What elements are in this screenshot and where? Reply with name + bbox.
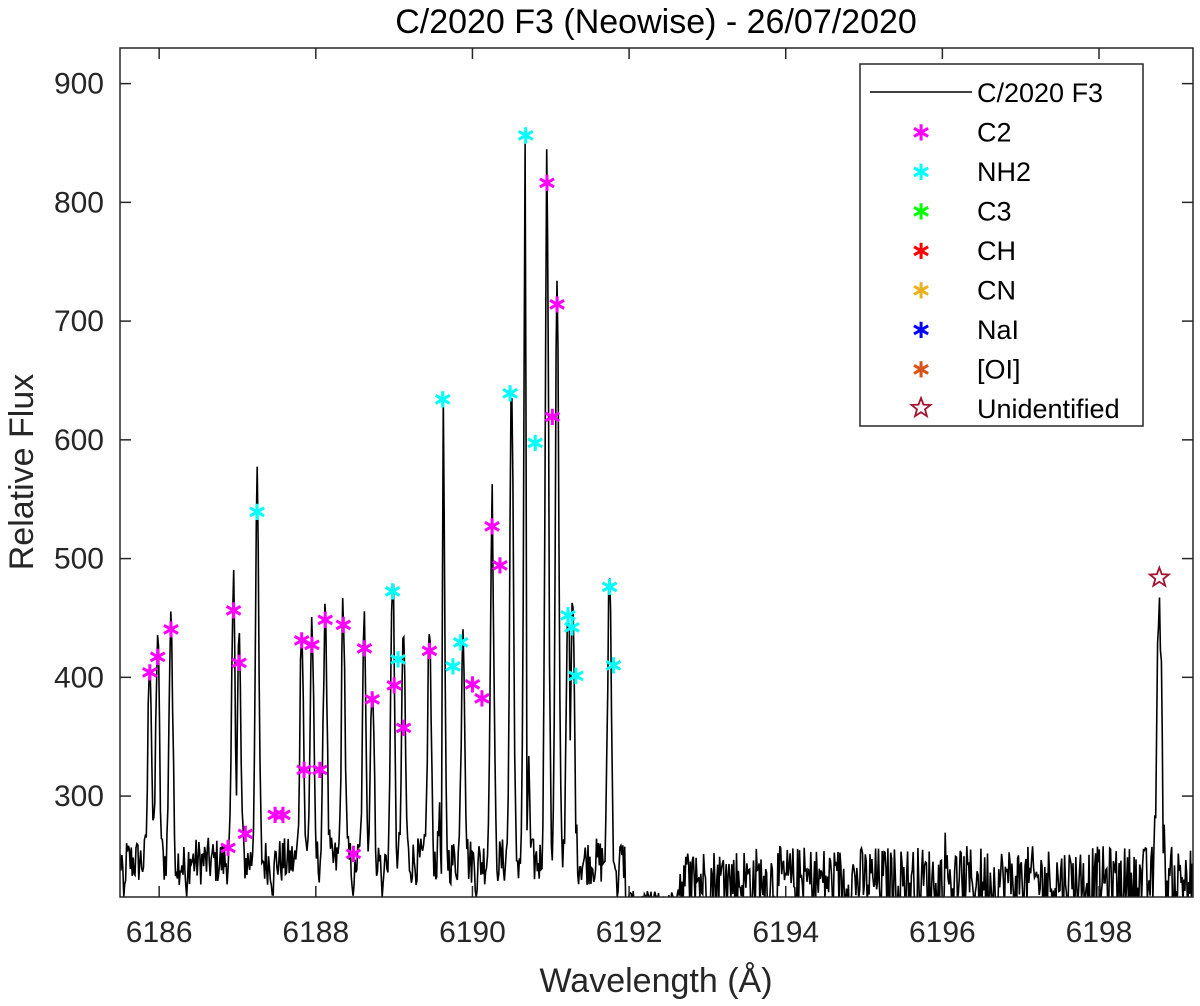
marker-nh2: ∗ xyxy=(432,384,454,414)
plot-frame xyxy=(119,47,1194,898)
marker-c2: ∗ xyxy=(471,684,493,714)
y-tick-label: 500 xyxy=(54,543,104,576)
marker-c2: ∗ xyxy=(309,755,331,785)
marker-nh2: ∗ xyxy=(387,644,409,674)
marker-c2: ∗ xyxy=(342,839,364,869)
legend-swatch-cn: ∗ xyxy=(910,276,932,306)
marker-c2: ∗ xyxy=(536,168,558,198)
marker-c2: ∗ xyxy=(264,800,286,830)
marker-c2: ∗ xyxy=(383,670,405,700)
marker-c2: ∗ xyxy=(272,800,294,830)
y-tick-label: 400 xyxy=(54,661,104,694)
marker-nh2: ∗ xyxy=(603,650,625,680)
y-tick-label: 700 xyxy=(54,305,104,338)
legend-swatch-ch: ∗ xyxy=(910,236,932,266)
marker-c2: ∗ xyxy=(332,610,354,640)
marker-c2: ∗ xyxy=(361,685,383,715)
marker-c2: ∗ xyxy=(481,511,503,541)
legend-label-nh2: NH2 xyxy=(977,157,1031,187)
marker-c2: ∗ xyxy=(139,657,161,687)
marker-c2: ∗ xyxy=(217,833,239,863)
marker-nh2: ∗ xyxy=(442,651,464,681)
x-tick-label: 6192 xyxy=(596,916,663,949)
marker-c2: ∗ xyxy=(541,402,563,432)
marker-unidentified xyxy=(1147,565,1172,588)
legend-label-c-2020-f3: C/2020 F3 xyxy=(977,78,1103,108)
legend-swatch-nh2: ∗ xyxy=(910,157,932,187)
legend-label-oi: [OI] xyxy=(977,355,1021,385)
legend-swatch-c2: ∗ xyxy=(910,118,932,148)
marker-c2: ∗ xyxy=(293,755,315,785)
x-tick-label: 6188 xyxy=(282,916,349,949)
series-line-c2020-f3 xyxy=(120,143,1193,897)
marker-nh2: ∗ xyxy=(557,600,579,630)
y-tick-label: 900 xyxy=(54,68,104,101)
marker-c2: ∗ xyxy=(234,819,256,849)
marker-nh2: ∗ xyxy=(246,497,268,527)
legend-label-ch: CH xyxy=(977,236,1016,266)
legend-label-c3: C3 xyxy=(977,197,1012,227)
legend: C/2020 F3 ∗ C2 ∗ NH2 ∗ C3 ∗ CH ∗ CN ∗ NaI ∗ [OI] Uniden… xyxy=(859,63,1144,427)
marker-nh2: ∗ xyxy=(599,572,621,602)
chart-title: C/2020 F3 (Neowise) - 26/07/2020 xyxy=(395,3,917,41)
marker-c2: ∗ xyxy=(462,669,484,699)
legend-label-c2: C2 xyxy=(977,118,1012,148)
legend-swatch-oi: ∗ xyxy=(910,355,932,385)
legend-box xyxy=(859,63,1144,427)
marker-c2: ∗ xyxy=(160,615,182,645)
marker-c2: ∗ xyxy=(228,648,250,678)
marker-nh2: ∗ xyxy=(499,378,521,408)
plot-area: ∗∗∗∗∗∗∗∗∗∗∗∗∗∗∗∗∗∗ ∗∗∗∗∗∗∗∗∗∗∗∗∗∗∗∗∗∗∗∗∗∗… xyxy=(120,121,1193,897)
y-tick-label: 300 xyxy=(54,780,104,813)
marker-c2: ∗ xyxy=(489,551,511,581)
marker-c2: ∗ xyxy=(353,634,375,664)
marker-c2: ∗ xyxy=(393,713,415,743)
marker-c2: ∗ xyxy=(147,642,169,672)
x-tick-label: 6194 xyxy=(752,916,819,949)
marker-nh2: ∗ xyxy=(561,612,583,642)
x-tick-label: 6186 xyxy=(126,916,193,949)
marker-c2: ∗ xyxy=(291,625,313,655)
legend-label-cn: CN xyxy=(977,276,1016,306)
marker-nh2: ∗ xyxy=(515,121,537,151)
legend-swatch-unidentified xyxy=(909,395,933,419)
legend-label-unidentified: Unidentified xyxy=(977,394,1120,424)
y-tick-label: 800 xyxy=(54,186,104,219)
x-tick-label: 6196 xyxy=(909,916,976,949)
marker-c2: ∗ xyxy=(223,596,245,626)
marker-c2: ∗ xyxy=(418,636,440,666)
marker-c2: ∗ xyxy=(546,289,568,319)
marker-nh2: ∗ xyxy=(382,577,404,607)
marker-c2: ∗ xyxy=(301,630,323,660)
x-tick-label: 6190 xyxy=(439,916,506,949)
legend-label-nai: NaI xyxy=(977,315,1019,345)
marker-c2: ∗ xyxy=(314,605,336,635)
y-axis-title: Relative Flux xyxy=(3,374,41,571)
marker-nh2: ∗ xyxy=(450,628,472,658)
legend-swatch-c3: ∗ xyxy=(910,197,932,227)
x-tick-label: 6198 xyxy=(1066,916,1133,949)
marker-nh2: ∗ xyxy=(524,428,546,458)
marker-nh2: ∗ xyxy=(565,661,587,691)
x-axis-title: Wavelength (Å) xyxy=(539,962,772,1000)
axis-ticks: 6186 6188 6190 6192 6194 6196 6198 300 400 500 600… xyxy=(54,48,1193,949)
legend-swatch-nai: ∗ xyxy=(910,315,932,345)
y-tick-label: 600 xyxy=(54,424,104,457)
